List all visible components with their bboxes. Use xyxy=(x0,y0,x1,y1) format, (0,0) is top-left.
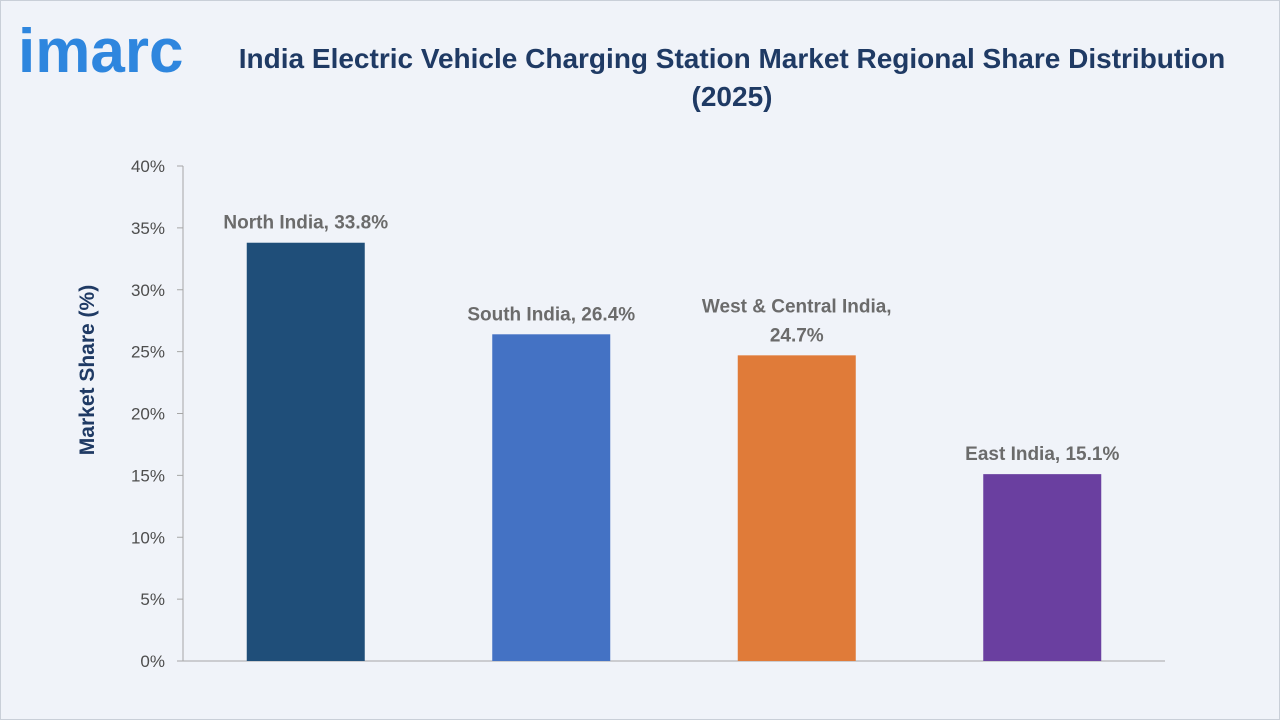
bar-south-india xyxy=(492,334,611,661)
y-tick-label: 5% xyxy=(140,590,165,609)
chart-title-line-1: India Electric Vehicle Charging Station … xyxy=(238,43,1226,74)
y-tick-label: 35% xyxy=(131,219,165,238)
chart-title-line-2: (2025) xyxy=(691,81,773,112)
data-label: West & Central India, xyxy=(702,296,892,317)
bar-east-india xyxy=(983,474,1102,661)
imarc-logo: imarc xyxy=(18,17,183,80)
y-tick-label: 30% xyxy=(131,281,165,300)
data-label: South India, 26.4% xyxy=(467,304,635,325)
data-label: East India, 15.1% xyxy=(965,444,1119,465)
data-label: 24.7% xyxy=(770,325,824,346)
chart-title: India Electric Vehicle Charging Station … xyxy=(232,40,1232,116)
data-label: North India, 33.8% xyxy=(223,213,388,234)
logo-text: imarc xyxy=(18,17,183,80)
y-tick-label: 10% xyxy=(131,528,165,547)
y-tick-label: 25% xyxy=(131,343,165,362)
y-tick-label: 40% xyxy=(131,157,165,176)
y-tick-label: 20% xyxy=(131,405,165,424)
bar-north-india xyxy=(246,242,365,661)
y-tick-label: 0% xyxy=(140,652,165,671)
y-tick-label: 15% xyxy=(131,466,165,485)
bar-west-central-india xyxy=(737,355,856,661)
